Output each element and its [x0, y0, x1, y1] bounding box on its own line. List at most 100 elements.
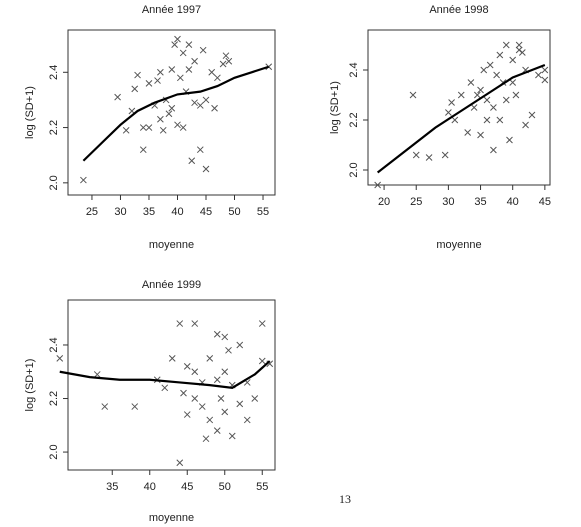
point — [541, 66, 549, 74]
point — [464, 129, 472, 136]
x-tick-label: 45 — [539, 196, 551, 208]
x-tick-label: 50 — [219, 481, 231, 493]
point — [518, 49, 526, 56]
point — [506, 136, 513, 144]
plot-frame — [367, 29, 551, 186]
y-tick-label: 2.0 — [48, 175, 60, 190]
point — [171, 41, 178, 49]
x-tick-label: 35 — [474, 196, 486, 208]
chart-title: Année 1999 — [142, 279, 201, 291]
point — [139, 124, 147, 131]
point — [208, 68, 216, 76]
point — [412, 151, 420, 159]
point — [122, 126, 130, 134]
point — [409, 91, 417, 99]
point — [374, 181, 382, 189]
point — [502, 96, 510, 104]
point — [515, 46, 523, 54]
chart-title: Année 1997 — [142, 4, 201, 16]
point — [522, 121, 529, 129]
x-tick-label: 40 — [144, 481, 156, 493]
point — [221, 368, 229, 376]
point — [176, 459, 184, 467]
point — [221, 333, 229, 341]
point — [448, 99, 455, 106]
point — [425, 154, 433, 161]
point — [221, 408, 229, 416]
point — [183, 363, 191, 370]
x-tick-label: 35 — [143, 206, 155, 218]
point — [228, 432, 236, 440]
x-tick-label: 30 — [114, 206, 126, 218]
point — [101, 403, 109, 410]
point — [191, 99, 198, 107]
point — [114, 93, 121, 101]
point — [225, 57, 233, 65]
point — [490, 104, 497, 111]
point — [445, 109, 452, 116]
point — [502, 41, 510, 49]
point — [191, 57, 198, 65]
point — [473, 91, 481, 99]
plot-frame — [67, 299, 276, 471]
point — [168, 104, 176, 112]
point — [451, 116, 459, 124]
point — [185, 66, 193, 73]
point — [202, 96, 210, 104]
chart-title: Année 1998 — [429, 4, 488, 16]
point — [243, 416, 251, 424]
point — [191, 320, 199, 327]
point — [236, 341, 244, 349]
x-tick-label: 55 — [256, 481, 268, 493]
point — [80, 176, 87, 184]
x-axis-label: moyenne — [436, 239, 481, 251]
point — [198, 403, 206, 410]
point — [185, 41, 193, 49]
point — [168, 355, 176, 362]
point — [93, 371, 101, 378]
point — [213, 376, 221, 384]
point — [211, 104, 218, 112]
point — [206, 416, 214, 424]
point — [176, 320, 184, 327]
point — [477, 86, 484, 94]
point — [512, 91, 520, 99]
point — [486, 61, 494, 69]
point — [225, 346, 232, 354]
point — [179, 49, 187, 57]
point — [470, 104, 478, 111]
point — [161, 384, 169, 392]
y-tick-label: 2.4 — [348, 62, 360, 77]
point — [174, 35, 181, 43]
point — [467, 79, 475, 86]
point — [236, 400, 244, 408]
point — [213, 330, 221, 338]
point — [213, 427, 221, 434]
y-axis-label: log (SD+1) — [24, 86, 36, 139]
point — [191, 395, 199, 402]
point — [168, 66, 176, 73]
x-tick-label: 25 — [86, 206, 98, 218]
point — [179, 124, 187, 131]
point — [145, 124, 153, 131]
point — [509, 56, 517, 64]
x-axis-label: moyenne — [149, 512, 194, 524]
x-tick-label: 30 — [442, 196, 454, 208]
y-tick-label: 2.0 — [48, 444, 60, 459]
point — [159, 126, 167, 134]
y-axis-label: log (SD+1) — [24, 359, 36, 412]
point — [483, 116, 491, 124]
point — [202, 165, 210, 173]
point — [515, 41, 523, 49]
point — [191, 368, 199, 376]
y-tick-label: 2.0 — [348, 162, 360, 177]
point — [480, 66, 488, 74]
x-tick-label: 25 — [410, 196, 422, 208]
x-tick-label: 40 — [507, 196, 519, 208]
point — [214, 74, 221, 82]
point — [251, 395, 259, 402]
x-axis-label: moyenne — [149, 239, 194, 251]
point — [196, 102, 204, 109]
point — [483, 96, 491, 104]
